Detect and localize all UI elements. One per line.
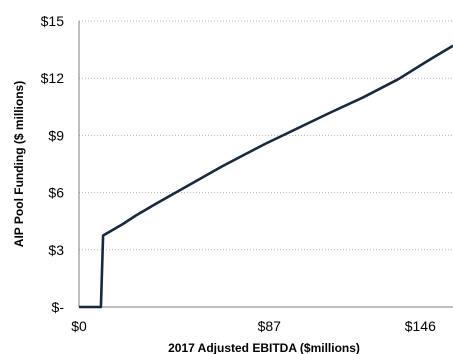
gridlines <box>79 20 453 251</box>
y-tick-label: $9 <box>48 127 64 143</box>
x-tick-label: $87 <box>258 318 282 334</box>
series-line <box>79 44 453 309</box>
y-axis-title: AIP Pool Funding ($ millions) <box>12 81 26 247</box>
y-tick-label: $15 <box>41 13 65 29</box>
y-tick-label: $6 <box>48 185 64 201</box>
x-tick-labels: $0 $87 $146 <box>71 318 436 334</box>
series-layer <box>79 44 453 309</box>
x-axis-title: 2017 Adjusted EBITDA ($millions) <box>168 341 360 354</box>
y-tick-label: $12 <box>41 70 65 86</box>
y-tick-labels: $- $3 $6 $9 $12 $15 <box>41 13 65 315</box>
x-tick-label: $146 <box>405 318 436 334</box>
y-tick-label: $3 <box>48 242 64 258</box>
x-tick-label: $0 <box>71 318 87 334</box>
y-tick-label: $- <box>52 299 65 315</box>
